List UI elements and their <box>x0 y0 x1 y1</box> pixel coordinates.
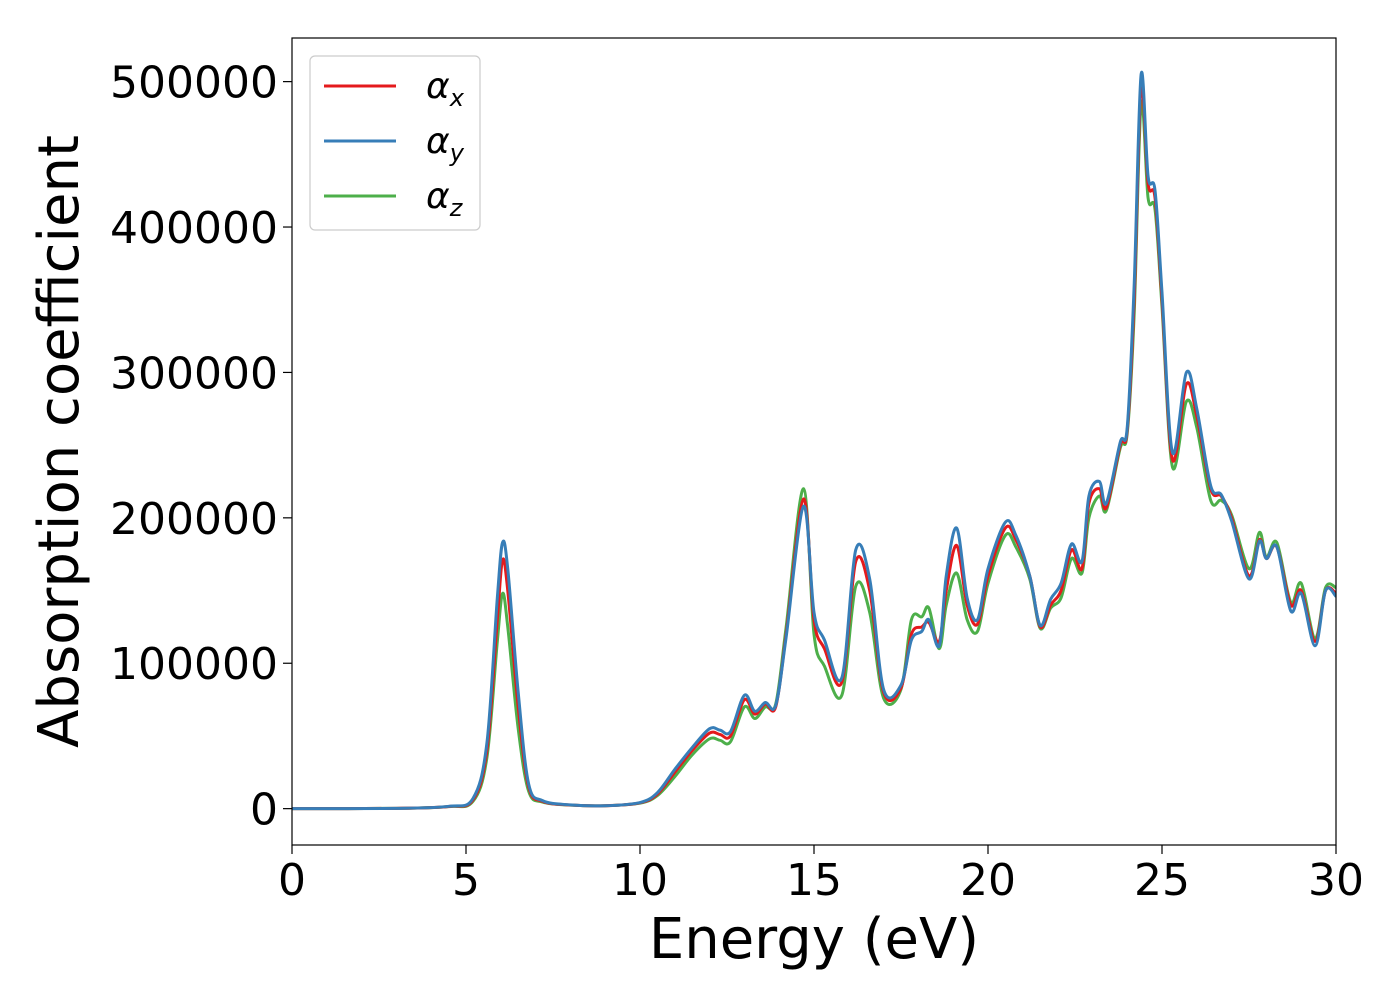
x-tick-label: 20 <box>960 855 1016 906</box>
y-axis-title: Absorption coefficient <box>27 135 92 748</box>
y-tick-label: 500000 <box>110 58 278 109</box>
x-tick-label: 15 <box>786 855 842 906</box>
series-layer <box>292 70 1336 811</box>
x-axis-title: Energy (eV) <box>649 907 979 972</box>
y-axis: 0 100000 200000 300000 400000 500000 <box>110 58 292 836</box>
y-tick-label: 400000 <box>110 203 278 254</box>
x-axis: 0 5 10 15 20 25 30 <box>278 845 1364 906</box>
legend-label-alpha-x: αx <box>426 66 465 112</box>
x-tick-label: 30 <box>1308 855 1364 906</box>
y-tick-label: 300000 <box>110 348 278 399</box>
y-tick-label: 100000 <box>110 639 278 690</box>
x-tick-label: 10 <box>612 855 668 906</box>
legend-box <box>309 55 481 231</box>
legend: αx αy αz <box>309 55 481 231</box>
legend-label-alpha-y: αy <box>426 121 465 167</box>
y-tick-label: 0 <box>250 785 278 836</box>
x-tick-label: 0 <box>278 855 306 906</box>
x-tick-label: 5 <box>452 855 480 906</box>
series-line-alpha-y <box>292 70 1336 811</box>
y-tick-label: 200000 <box>110 494 278 545</box>
legend-label-alpha-z: αz <box>426 176 464 222</box>
x-tick-label: 25 <box>1134 855 1190 906</box>
